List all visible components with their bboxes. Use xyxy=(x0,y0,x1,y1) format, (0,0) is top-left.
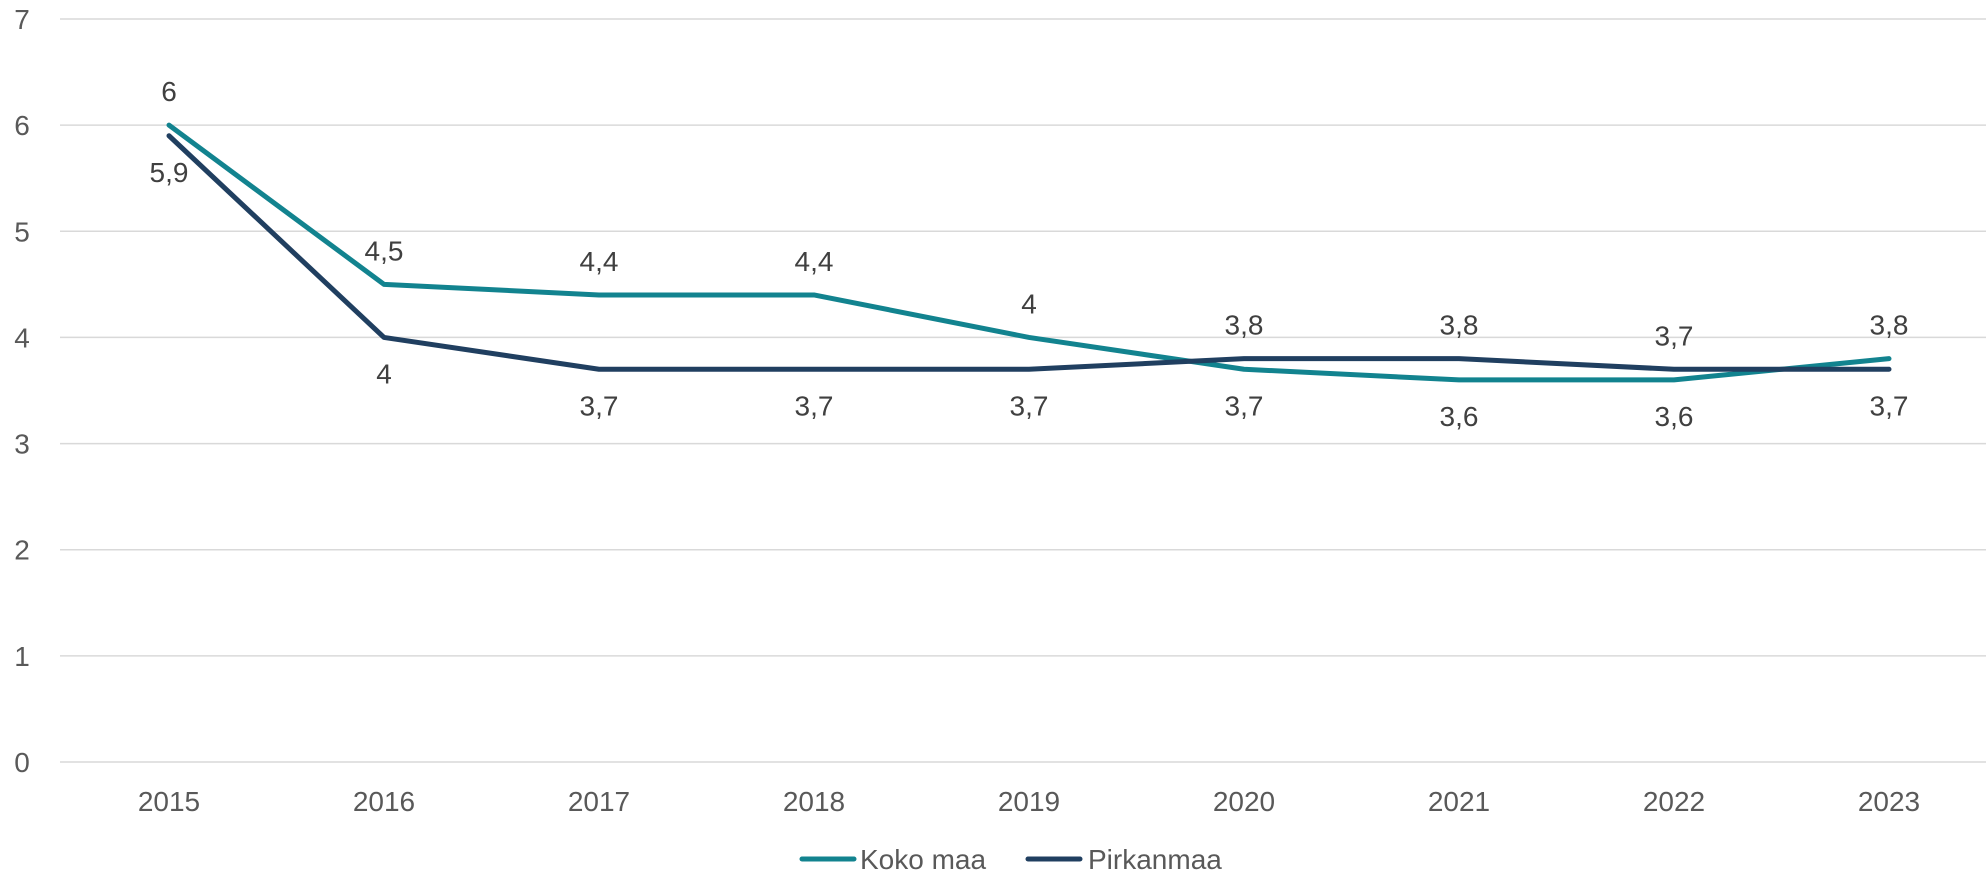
y-tick-label: 2 xyxy=(14,535,30,566)
x-tick-label: 2018 xyxy=(783,786,845,817)
x-tick-label: 2015 xyxy=(138,786,200,817)
legend: Koko maa Pirkanmaa xyxy=(799,844,1222,875)
legend-label: Pirkanmaa xyxy=(1088,844,1222,875)
data-label-koko-maa: 3,6 xyxy=(1655,401,1694,432)
x-axis-tick-labels: 2015 2016 2017 2018 2019 2020 2021 2022 2023 xyxy=(138,786,1920,817)
data-label-pirkanmaa: 5,9 xyxy=(150,157,189,188)
data-label-koko-maa: 3,7 xyxy=(1225,390,1264,421)
data-label-pirkanmaa: 3,7 xyxy=(1010,390,1049,421)
x-tick-label: 2020 xyxy=(1213,786,1275,817)
series-line-koko-maa xyxy=(166,122,1892,383)
data-labels: 6 5,9 4,5 4 4,4 3,7 4,4 3,7 4 3,7 3,7 3,8 3,6 3,8 3,6 3… xyxy=(150,76,1909,432)
series-lines xyxy=(166,122,1892,383)
data-label-koko-maa: 4,4 xyxy=(580,246,619,277)
data-label-koko-maa: 6 xyxy=(161,76,177,107)
y-tick-label: 6 xyxy=(14,110,30,141)
data-label-pirkanmaa: 3,8 xyxy=(1440,310,1479,341)
y-tick-label: 4 xyxy=(14,322,30,353)
y-axis-tick-labels: 0 1 2 3 4 5 6 7 xyxy=(14,4,30,778)
data-label-pirkanmaa: 3,8 xyxy=(1225,310,1264,341)
legend-label: Koko maa xyxy=(860,844,986,875)
x-tick-label: 2019 xyxy=(998,786,1060,817)
series-line-pirkanmaa xyxy=(166,133,1892,372)
y-tick-label: 0 xyxy=(14,747,30,778)
y-tick-label: 5 xyxy=(14,216,30,247)
data-label-koko-maa: 3,8 xyxy=(1870,310,1909,341)
y-tick-label: 1 xyxy=(14,641,30,672)
data-label-koko-maa: 4,5 xyxy=(365,235,404,266)
x-tick-label: 2021 xyxy=(1428,786,1490,817)
data-label-pirkanmaa: 4 xyxy=(376,358,392,389)
data-label-pirkanmaa: 3,7 xyxy=(795,390,834,421)
data-label-koko-maa: 3,6 xyxy=(1440,401,1479,432)
data-label-pirkanmaa: 3,7 xyxy=(1870,390,1909,421)
x-tick-label: 2022 xyxy=(1643,786,1705,817)
data-label-pirkanmaa: 3,7 xyxy=(580,390,619,421)
data-label-koko-maa: 4 xyxy=(1021,288,1037,319)
y-tick-label: 7 xyxy=(14,4,30,35)
data-label-pirkanmaa: 3,7 xyxy=(1655,320,1694,351)
data-label-koko-maa: 4,4 xyxy=(795,246,834,277)
x-tick-label: 2023 xyxy=(1858,786,1920,817)
y-tick-label: 3 xyxy=(14,429,30,460)
x-tick-label: 2017 xyxy=(568,786,630,817)
x-tick-label: 2016 xyxy=(353,786,415,817)
